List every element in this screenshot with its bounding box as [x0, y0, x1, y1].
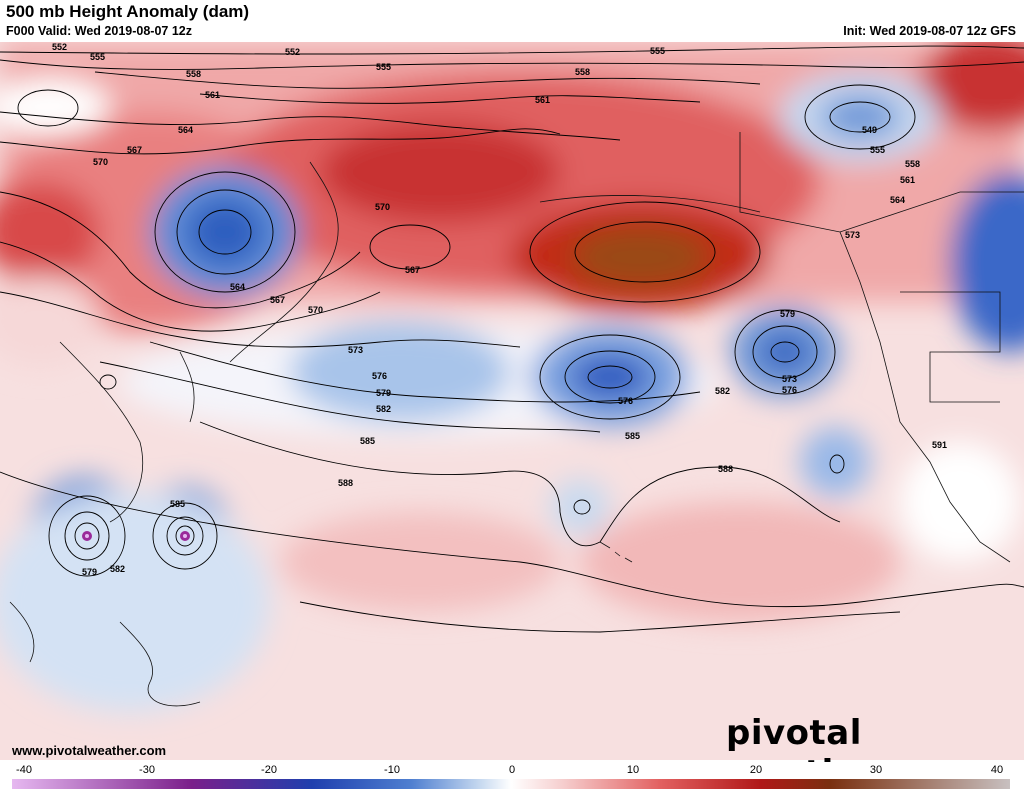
- colorbar-tick: 30: [869, 764, 883, 776]
- coastlines: [9, 132, 1024, 707]
- contour-label: 567: [405, 265, 420, 275]
- contour-label: 588: [338, 478, 353, 488]
- colorbar: -40 -30 -20 -10 0 10 20 30 40: [12, 762, 1010, 791]
- contour-label: 555: [650, 46, 665, 56]
- contour-label: 558: [186, 69, 201, 79]
- colorbar-tick: -20: [261, 764, 277, 776]
- contour-label: 570: [93, 157, 108, 167]
- contour-label: 588: [718, 464, 733, 474]
- contour-label: 582: [110, 564, 125, 574]
- contour-label: 585: [360, 436, 375, 446]
- contour-label: 582: [376, 404, 391, 414]
- contour-label: 585: [170, 499, 185, 509]
- contour-label: 561: [535, 95, 550, 105]
- colorbar-gradient: [12, 779, 1010, 789]
- contour-label: 555: [870, 145, 885, 155]
- init-time: Init: Wed 2019-08-07 12z GFS: [843, 24, 1016, 38]
- contour-labels: 552 555 552 555 555 558 561 564 567 570 …: [52, 42, 947, 577]
- contour-label: 579: [780, 309, 795, 319]
- contour-label: 579: [82, 567, 97, 577]
- contour-label: 567: [270, 295, 285, 305]
- contour-label: 573: [845, 230, 860, 240]
- contour-label: 549: [862, 125, 877, 135]
- website-credit: www.pivotalweather.com: [12, 743, 167, 758]
- height-contours: [0, 45, 1024, 633]
- valid-time: F000 Valid: Wed 2019-08-07 12z: [6, 24, 192, 38]
- cyclone-cores: [82, 531, 190, 541]
- contour-label: 570: [308, 305, 323, 315]
- map-header: 500 mb Height Anomaly (dam) F000 Valid: …: [0, 0, 1024, 42]
- contour-label: 576: [372, 371, 387, 381]
- anomaly-map[interactable]: 552 555 552 555 555 558 561 564 567 570 …: [0, 42, 1024, 760]
- colorbar-tick: -10: [384, 764, 400, 776]
- contour-label: 564: [178, 125, 193, 135]
- colorbar-tick: -40: [16, 764, 32, 776]
- contour-label: 567: [127, 145, 142, 155]
- contour-label: 555: [376, 62, 391, 72]
- map-title: 500 mb Height Anomaly (dam): [6, 2, 250, 21]
- contour-label: 579: [376, 388, 391, 398]
- contour-label: 576: [618, 396, 633, 406]
- contour-label: 558: [575, 67, 590, 77]
- contour-label: 573: [782, 374, 797, 384]
- contour-label: 552: [285, 47, 300, 57]
- contour-label: 561: [900, 175, 915, 185]
- contour-label: 558: [905, 159, 920, 169]
- contour-label: 591: [932, 440, 947, 450]
- contour-label: 585: [625, 431, 640, 441]
- colorbar-tick: 40: [990, 764, 1004, 776]
- colorbar-tick: -30: [139, 764, 155, 776]
- contour-label: 564: [230, 282, 245, 292]
- contour-label: 561: [205, 90, 220, 100]
- contour-label: 555: [90, 52, 105, 62]
- colorbar-tick: 0: [508, 764, 516, 776]
- contour-label: 564: [890, 195, 905, 205]
- colorbar-tick: 10: [626, 764, 640, 776]
- contour-label: 576: [782, 385, 797, 395]
- colorbar-tick: 20: [749, 764, 763, 776]
- contour-label: 552: [52, 42, 67, 52]
- contour-label: 570: [375, 202, 390, 212]
- contour-label: 573: [348, 345, 363, 355]
- contour-label: 582: [715, 386, 730, 396]
